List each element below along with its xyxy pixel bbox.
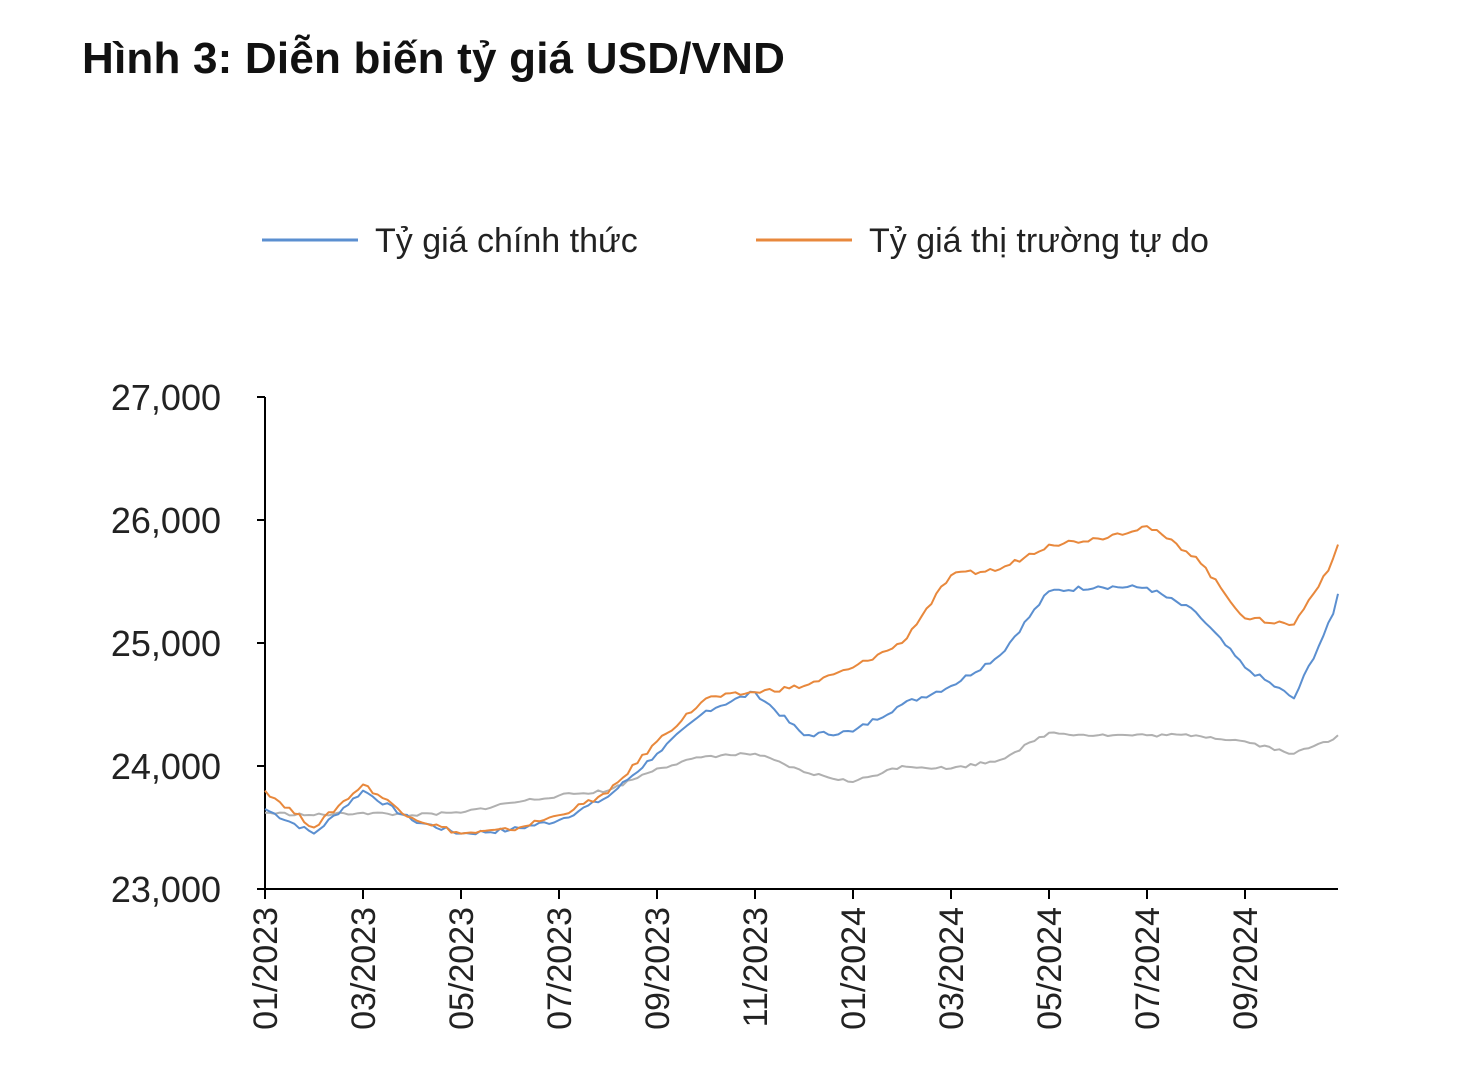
y-tick-label-1: 24,000 xyxy=(111,746,221,787)
legend-label-0: Tỷ giá chính thức xyxy=(375,222,638,260)
chart-series xyxy=(264,525,1339,836)
x-tick-label-3: 07/2023 xyxy=(541,907,579,1030)
x-tick-label-5: 11/2023 xyxy=(737,907,775,1027)
y-tick-label-4: 27,000 xyxy=(111,377,221,418)
chart-axes: 23,000 24,000 25,000 26,000 27,000 01/2023 03/… xyxy=(111,377,1338,1030)
series-line-1 xyxy=(264,525,1339,835)
x-tick-label-4: 09/2023 xyxy=(639,907,677,1030)
series-line-2 xyxy=(264,731,1339,818)
x-tick-label-8: 05/2024 xyxy=(1031,907,1069,1030)
x-tick-label-9: 07/2024 xyxy=(1129,907,1167,1030)
x-tick-label-1: 03/2023 xyxy=(345,907,383,1030)
x-tick-label-0: 01/2023 xyxy=(247,907,285,1030)
y-tick-label-3: 26,000 xyxy=(111,500,221,541)
x-tick-label-2: 05/2023 xyxy=(443,907,481,1030)
page-title: Hình 3: Diễn biến tỷ giá USD/VND xyxy=(82,34,786,83)
x-tick-label-7: 03/2024 xyxy=(933,907,971,1030)
y-tick-label-2: 25,000 xyxy=(111,623,221,664)
x-tick-label-6: 01/2024 xyxy=(835,907,873,1030)
legend-label-1: Tỷ giá thị trường tự do xyxy=(869,222,1209,260)
x-tick-label-10: 09/2024 xyxy=(1227,907,1265,1030)
chart-legend: Tỷ giá chính thức Tỷ giá thị trường tự do xyxy=(262,222,1209,260)
series-line-0 xyxy=(264,584,1339,836)
y-tick-label-0: 23,000 xyxy=(111,869,221,910)
